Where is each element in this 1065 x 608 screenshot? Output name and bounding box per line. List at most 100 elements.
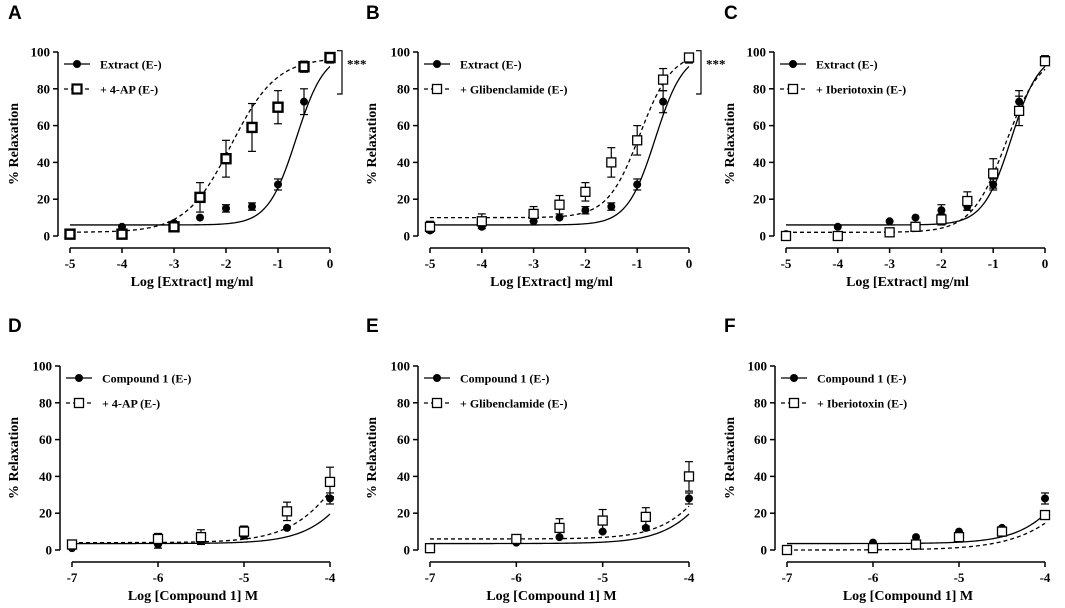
y-tick-label: 100 [31, 45, 51, 60]
legend-label: + 4-AP (E-) [100, 83, 158, 97]
y-axis-title: % Relaxation [723, 417, 738, 499]
legend-marker-square [431, 397, 443, 409]
data-point-square [424, 543, 436, 554]
y-tick-label: 60 [397, 432, 410, 447]
panel-B: B 0 20 40 60 80 100 -5 -4 -3 -2 -1 0 Log [Extract] mg… [365, 3, 726, 290]
x-tick-label: -7 [67, 570, 78, 585]
data-point-square [640, 511, 651, 523]
x-tick-label: 0 [686, 256, 693, 271]
x-axis-title: Log [Extract] mg/ml [846, 275, 969, 290]
y-tick-label: 20 [37, 192, 50, 207]
panel-label: B [366, 3, 380, 24]
x-axis-title: Log [Compound 1] M [128, 589, 258, 604]
data-point-circle [248, 202, 256, 211]
x-tick-label: -7 [782, 570, 793, 585]
legend-label: Extract (E-) [460, 58, 522, 72]
x-tick-label: -4 [684, 570, 695, 585]
data-point-square [962, 195, 973, 207]
x-axis-title: Log [Compound 1] M [486, 589, 616, 604]
y-tick-label: 80 [39, 395, 52, 410]
data-point-square [246, 121, 258, 134]
legend-label: + Iberiotoxin (E-) [817, 397, 907, 411]
y-tick-label: 0 [44, 229, 51, 244]
data-point-square [953, 531, 965, 543]
data-point-square [988, 168, 999, 179]
legend-label: + Iberiotoxin (E-) [816, 83, 906, 97]
x-tick-label: -2 [936, 256, 947, 271]
x-tick-label: -4 [117, 256, 128, 271]
data-point-square [580, 186, 591, 197]
x-tick-label: -2 [221, 256, 232, 271]
x-tick-label: -6 [153, 570, 164, 585]
data-point-square [867, 543, 879, 554]
y-tick-label: 40 [397, 469, 410, 484]
data-point-square [936, 214, 947, 225]
legend-marker-square [788, 397, 800, 409]
y-tick-label: 60 [754, 432, 767, 447]
y-tick-label: 40 [397, 155, 410, 170]
legend-marker-circle [433, 374, 441, 382]
x-axis-title: Log [Extract] mg/ml [131, 275, 254, 290]
data-point-square [632, 135, 643, 146]
data-point-square [1039, 56, 1051, 67]
x-tick-label: -5 [781, 256, 792, 271]
panel-D: D 0 20 40 60 80 100 -7 -6 -5 -4 Log [Compound 1] M%… [7, 316, 336, 604]
x-tick-label: -6 [511, 570, 522, 585]
x-tick-label: -5 [954, 570, 965, 585]
data-point-square [910, 539, 922, 550]
y-tick-label: 100 [391, 45, 411, 60]
data-point-square [195, 531, 207, 543]
data-point-square [152, 533, 164, 545]
y-tick-label: 80 [753, 81, 766, 96]
legend-label: Compound 1 (E-) [817, 372, 906, 386]
x-tick-label: -4 [832, 256, 843, 271]
data-point-square [1013, 105, 1025, 117]
data-point-square [511, 533, 522, 545]
data-point-square [424, 221, 436, 232]
data-point-square [238, 526, 250, 537]
panel-label: F [724, 316, 736, 337]
data-point-square [1039, 509, 1051, 521]
data-point-square [554, 199, 565, 210]
legend-label: + 4-AP (E-) [102, 397, 160, 411]
x-tick-label: -4 [476, 256, 487, 271]
data-point-square [781, 544, 793, 556]
x-tick-label: -4 [1040, 570, 1051, 585]
legend-marker-square [71, 83, 83, 95]
y-tick-label: 0 [46, 543, 53, 558]
data-point-square [884, 227, 895, 238]
data-point-square [832, 230, 843, 242]
x-tick-label: 0 [1042, 256, 1049, 271]
y-tick-label: 40 [39, 469, 52, 484]
panel-F: F 0 20 40 60 80 100 -7 -6 -5 -4 Log [Compound 1] M%… [723, 316, 1051, 604]
panel-E: E 0 20 40 60 80 100 -7 -6 -5 -4 Log [Compound 1] M%… [365, 316, 695, 604]
data-point-square [996, 526, 1008, 537]
data-point-circle [659, 97, 668, 106]
data-point-circle [911, 213, 920, 222]
legend-marker-circle [789, 60, 797, 68]
x-axis-title: Log [Compound 1] M [843, 589, 973, 604]
x-tick-label: -5 [65, 256, 76, 271]
y-tick-label: 80 [397, 395, 410, 410]
y-tick-label: 80 [397, 81, 410, 96]
y-tick-label: 40 [37, 155, 50, 170]
y-tick-label: 0 [404, 229, 411, 244]
data-point-circle [833, 222, 842, 231]
y-axis-title: % Relaxation [723, 103, 738, 185]
y-tick-label: 60 [37, 118, 50, 133]
y-tick-label: 100 [391, 359, 411, 374]
data-point-square [476, 216, 487, 227]
y-tick-label: 20 [754, 506, 767, 521]
y-tick-label: 40 [753, 155, 766, 170]
panel-A: A 0 20 40 60 80 100 -5 -4 -3 -2 -1 0 Log [Extract] mg… [7, 3, 367, 290]
significance-bracket [696, 50, 702, 95]
y-tick-label: 20 [39, 506, 52, 521]
data-point-square [657, 74, 669, 85]
data-point-square [168, 221, 180, 233]
data-point-square [597, 515, 608, 526]
data-point-square [194, 191, 206, 204]
legend-marker-square [73, 397, 85, 409]
y-tick-label: 40 [754, 469, 767, 484]
data-point-square [324, 476, 336, 488]
